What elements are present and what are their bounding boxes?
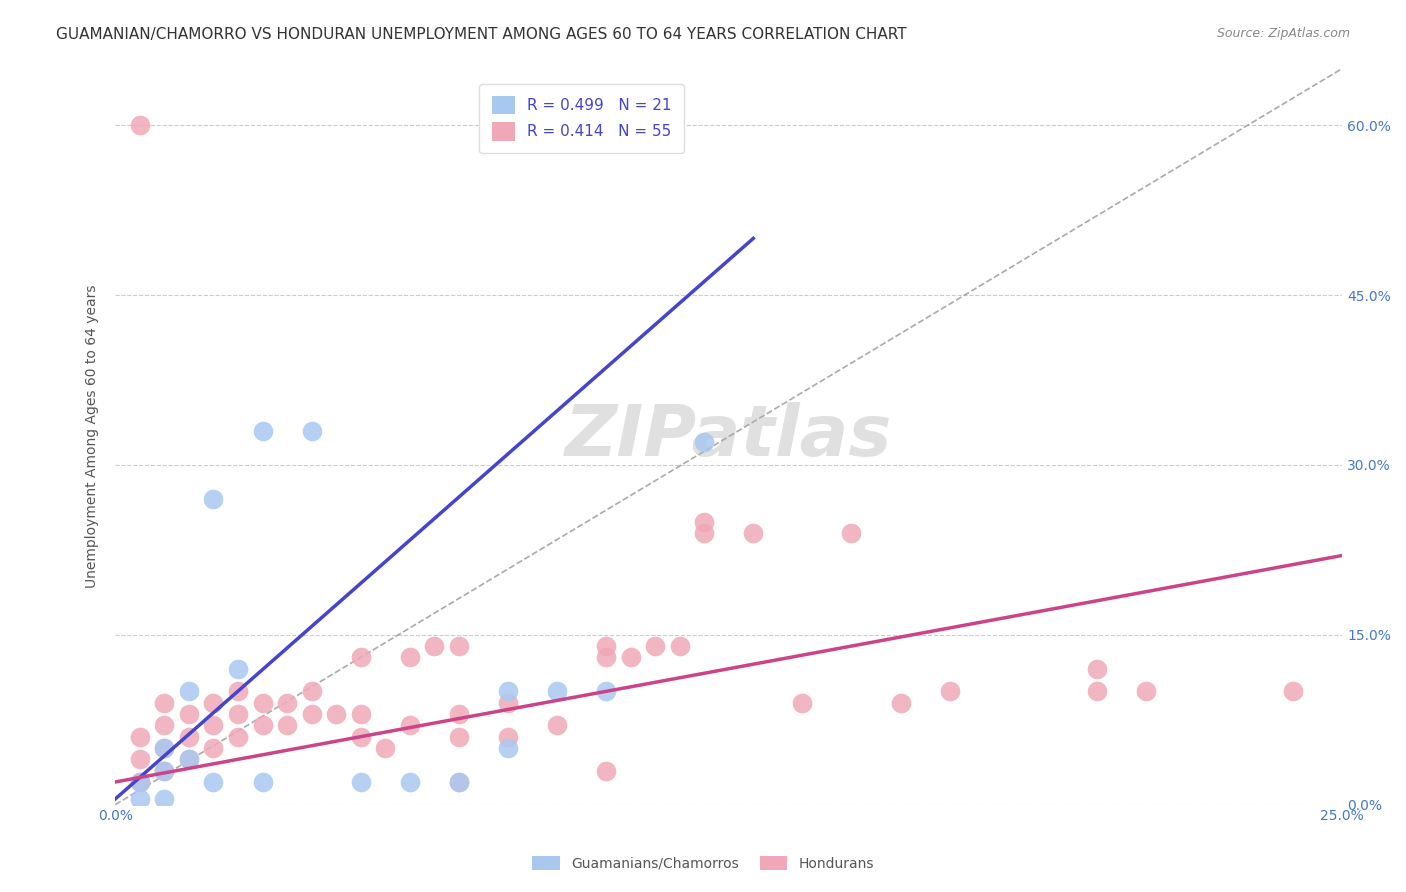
Point — [693, 435, 716, 450]
Point — [1085, 662, 1108, 676]
Point — [398, 650, 420, 665]
Legend: R = 0.499   N = 21, R = 0.414   N = 55: R = 0.499 N = 21, R = 0.414 N = 55 — [479, 84, 683, 153]
Point — [595, 639, 617, 653]
Point — [276, 718, 298, 732]
Point — [792, 696, 814, 710]
Point — [301, 706, 323, 721]
Point — [890, 696, 912, 710]
Y-axis label: Unemployment Among Ages 60 to 64 years: Unemployment Among Ages 60 to 64 years — [86, 285, 100, 589]
Point — [1085, 684, 1108, 698]
Point — [177, 730, 200, 744]
Point — [595, 764, 617, 778]
Point — [742, 525, 765, 540]
Point — [693, 515, 716, 529]
Text: GUAMANIAN/CHAMORRO VS HONDURAN UNEMPLOYMENT AMONG AGES 60 TO 64 YEARS CORRELATIO: GUAMANIAN/CHAMORRO VS HONDURAN UNEMPLOYM… — [56, 27, 907, 42]
Point — [252, 718, 274, 732]
Point — [620, 650, 643, 665]
Point — [1135, 684, 1157, 698]
Point — [128, 792, 150, 806]
Point — [153, 696, 176, 710]
Point — [153, 764, 176, 778]
Point — [301, 424, 323, 438]
Point — [546, 718, 568, 732]
Point — [128, 775, 150, 789]
Legend: Guamanians/Chamorros, Hondurans: Guamanians/Chamorros, Hondurans — [526, 850, 880, 876]
Point — [128, 775, 150, 789]
Point — [153, 764, 176, 778]
Point — [202, 775, 225, 789]
Point — [595, 650, 617, 665]
Point — [202, 491, 225, 506]
Point — [496, 696, 519, 710]
Point — [668, 639, 690, 653]
Point — [177, 752, 200, 766]
Point — [1282, 684, 1305, 698]
Point — [644, 639, 666, 653]
Point — [202, 696, 225, 710]
Point — [595, 684, 617, 698]
Point — [447, 706, 470, 721]
Point — [153, 741, 176, 756]
Point — [350, 706, 373, 721]
Point — [177, 706, 200, 721]
Point — [423, 639, 446, 653]
Point — [177, 752, 200, 766]
Point — [301, 684, 323, 698]
Point — [398, 775, 420, 789]
Point — [153, 718, 176, 732]
Point — [841, 525, 863, 540]
Point — [202, 718, 225, 732]
Point — [153, 741, 176, 756]
Text: ZIPatlas: ZIPatlas — [565, 402, 893, 471]
Point — [938, 684, 960, 698]
Point — [398, 718, 420, 732]
Point — [447, 730, 470, 744]
Point — [546, 684, 568, 698]
Point — [226, 706, 249, 721]
Point — [350, 775, 373, 789]
Point — [496, 741, 519, 756]
Point — [325, 706, 347, 721]
Point — [496, 684, 519, 698]
Point — [128, 730, 150, 744]
Point — [252, 775, 274, 789]
Point — [226, 730, 249, 744]
Point — [374, 741, 396, 756]
Point — [153, 792, 176, 806]
Point — [128, 752, 150, 766]
Point — [252, 696, 274, 710]
Point — [128, 118, 150, 132]
Point — [202, 741, 225, 756]
Point — [447, 775, 470, 789]
Point — [226, 662, 249, 676]
Point — [177, 684, 200, 698]
Point — [447, 639, 470, 653]
Point — [276, 696, 298, 710]
Point — [350, 650, 373, 665]
Point — [252, 424, 274, 438]
Point — [226, 684, 249, 698]
Point — [350, 730, 373, 744]
Text: Source: ZipAtlas.com: Source: ZipAtlas.com — [1216, 27, 1350, 40]
Point — [693, 525, 716, 540]
Point — [447, 775, 470, 789]
Point — [496, 730, 519, 744]
